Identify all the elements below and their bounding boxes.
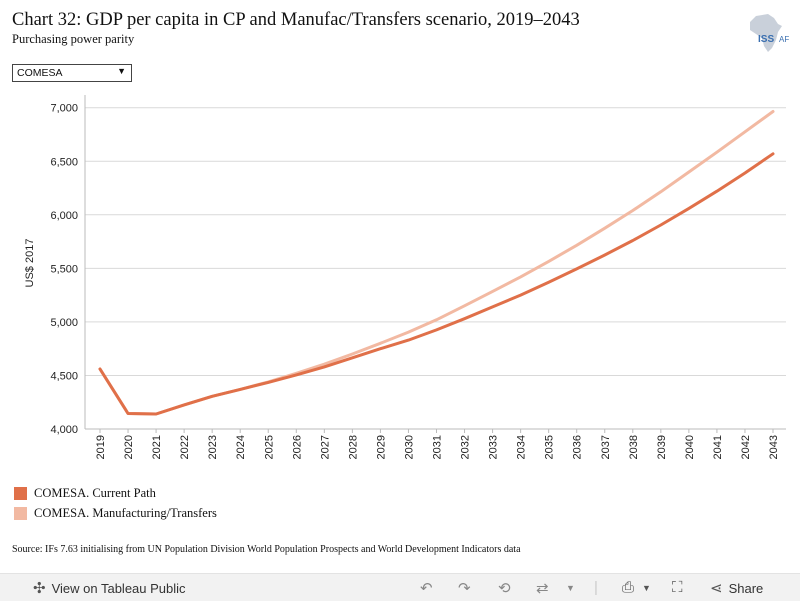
x-tick-label: 2042 (740, 435, 752, 459)
chart-subtitle: Purchasing power parity (12, 32, 135, 46)
x-tick-label: 2027 (319, 435, 331, 459)
x-tick-label: 2029 (375, 435, 387, 459)
toolbar-divider: | (594, 579, 598, 596)
share-icon: ⋖ (710, 580, 723, 597)
region-filter-value: COMESA (17, 67, 63, 79)
redo-icon[interactable]: ↷ (458, 580, 471, 597)
chevron-down-icon: ▼ (117, 66, 126, 76)
series-line-1 (98, 110, 775, 416)
chart-title: Chart 32: GDP per capita in CP and Manuf… (12, 10, 580, 30)
x-tick-label: 2032 (460, 435, 472, 459)
x-tick-label: 2040 (684, 435, 696, 459)
region-filter-dropdown[interactable]: COMESA ▼ (12, 64, 132, 82)
x-tick-label: 2030 (403, 435, 415, 459)
y-tick-label: 6,000 (50, 210, 78, 222)
view-on-tableau-link[interactable]: ✣ View on Tableau Public (33, 579, 186, 597)
svg-text:ISS: ISS (758, 34, 774, 45)
x-tick-label: 2043 (768, 435, 780, 459)
share-button[interactable]: ⋖ Share (710, 579, 763, 597)
x-tick-label: 2023 (207, 435, 219, 459)
fullscreen-icon[interactable]: ⛶ (672, 579, 683, 596)
source-note: Source: IFs 7.63 initialising from UN Po… (12, 544, 521, 555)
y-tick-label: 5,500 (50, 263, 78, 275)
y-tick-label: 6,500 (50, 156, 78, 168)
x-tick-label: 2024 (235, 435, 247, 459)
x-tick-label: 2036 (572, 435, 584, 459)
line-chart: 4,000 4,500 5,000 5,500 6,000 6,500 7,000 US$ 2… (24, 95, 786, 459)
series-line-0 (98, 152, 775, 416)
x-tick-label: 2038 (628, 435, 640, 459)
download-icon[interactable]: ⎙ (622, 579, 635, 596)
legend-label-manufacturing-transfers: COMESA. Manufacturing/Transfers (34, 506, 217, 520)
x-tick-label: 2039 (656, 435, 668, 459)
tableau-logo-icon: ✣ (33, 580, 46, 597)
revert-icon[interactable]: ⟲ (498, 580, 511, 597)
x-tick-label: 2026 (291, 435, 303, 459)
y-tick-label: 5,000 (50, 317, 78, 329)
x-tick-label: 2033 (488, 435, 500, 459)
y-tick-label: 7,000 (50, 103, 78, 115)
y-axis-label: US$ 2017 (24, 239, 36, 288)
undo-icon[interactable]: ↶ (420, 580, 433, 597)
svg-text:AF: AF (779, 35, 789, 44)
x-tick-label: 2035 (544, 435, 556, 459)
iss-africa-logo: ISS AF (750, 14, 789, 52)
y-tick-label: 4,500 (50, 370, 78, 382)
x-tick-label: 2037 (600, 435, 612, 459)
x-tick-label: 2022 (179, 435, 191, 459)
x-tick-label: 2025 (263, 435, 275, 459)
share-label: Share (728, 580, 764, 596)
x-tick-label: 2031 (432, 435, 444, 459)
x-tick-label: 2034 (516, 435, 528, 459)
legend-label-current-path: COMESA. Current Path (34, 486, 156, 500)
refresh-menu-chevron-icon[interactable]: ▼ (566, 583, 575, 593)
refresh-icon[interactable]: ⇄ (536, 580, 549, 597)
x-tick-label: 2019 (95, 435, 107, 459)
legend-item-current-path[interactable]: COMESA. Current Path (14, 486, 156, 501)
legend-swatch-manufacturing-transfers (14, 507, 27, 520)
x-tick-label: 2020 (123, 435, 135, 459)
x-tick-label: 2028 (347, 435, 359, 459)
tableau-toolbar: ✣ View on Tableau Public ↶ ↷ ⟲ ⇄ ▼ | ⎙ ▼… (0, 573, 800, 601)
legend-item-manufacturing-transfers[interactable]: COMESA. Manufacturing/Transfers (14, 506, 217, 521)
x-tick-label: 2021 (151, 435, 163, 459)
download-menu-chevron-icon[interactable]: ▼ (642, 583, 651, 593)
x-tick-label: 2041 (712, 435, 724, 459)
legend-swatch-current-path (14, 487, 27, 500)
y-tick-label: 4,000 (50, 424, 78, 436)
view-on-tableau-label: View on Tableau Public (51, 580, 186, 596)
